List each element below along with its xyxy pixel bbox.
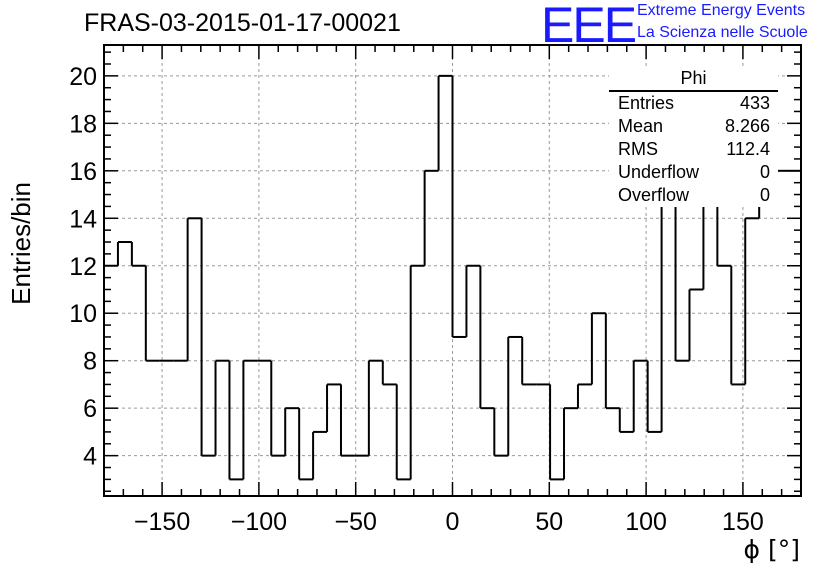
stats-value: 8.266 xyxy=(724,116,770,136)
stats-value: 0 xyxy=(759,162,770,182)
logo-text-line2: La Scienza nelle Scuole xyxy=(637,24,808,41)
stats-value: 0 xyxy=(759,185,770,205)
stats-row-overflow: Overflow 0 xyxy=(609,184,778,207)
x-tick-label: 100 xyxy=(625,508,667,536)
stats-value: 433 xyxy=(739,93,770,113)
axis-ticks xyxy=(104,45,801,496)
stats-row-rms: RMS 112.4 xyxy=(609,138,778,161)
y-tick-label: 12 xyxy=(69,253,97,281)
x-axis-label: ϕ [°] xyxy=(744,535,800,564)
stats-title: Phi xyxy=(609,68,778,92)
stats-label: Mean xyxy=(618,116,664,136)
stats-row-entries: Entries 433 xyxy=(609,92,778,115)
x-tick-label: −150 xyxy=(134,508,190,536)
y-tick-label: 16 xyxy=(69,158,97,186)
stats-box: Phi Entries 433 Mean 8.266 RMS 112.4 Und… xyxy=(609,68,778,207)
logo-text-line1: Extreme Energy Events xyxy=(637,2,806,19)
y-axis-label: Entries/bin xyxy=(6,182,36,305)
y-tick-labels: 4 6 8 10 12 14 16 18 20 xyxy=(69,63,97,471)
stats-label: RMS xyxy=(618,139,658,159)
y-tick-label: 18 xyxy=(69,110,97,138)
x-tick-label: 50 xyxy=(535,508,563,536)
stats-label: Overflow xyxy=(618,185,690,205)
run-title: FRAS-03-2015-01-17-00021 xyxy=(84,9,401,37)
y-tick-label: 8 xyxy=(83,348,97,376)
x-tick-labels: −150 −100 −50 0 50 100 150 xyxy=(134,508,764,536)
x-tick-label: 150 xyxy=(722,508,764,536)
y-tick-label: 6 xyxy=(83,395,97,423)
y-tick-label: 14 xyxy=(69,205,97,233)
stats-row-mean: Mean 8.266 xyxy=(609,115,778,138)
stats-label: Entries xyxy=(618,93,675,113)
stats-label: Underflow xyxy=(618,162,700,182)
histogram-bars xyxy=(104,74,801,481)
stats-value: 112.4 xyxy=(726,139,770,159)
x-tick-label: −50 xyxy=(334,508,376,536)
y-tick-label: 20 xyxy=(69,63,97,91)
stats-row-underflow: Underflow 0 xyxy=(609,161,778,184)
x-tick-label: 0 xyxy=(446,508,460,536)
y-tick-label: 4 xyxy=(83,443,97,471)
eee-logo: EEE xyxy=(541,0,637,53)
y-tick-label: 10 xyxy=(69,300,97,328)
x-tick-label: −100 xyxy=(231,508,287,536)
